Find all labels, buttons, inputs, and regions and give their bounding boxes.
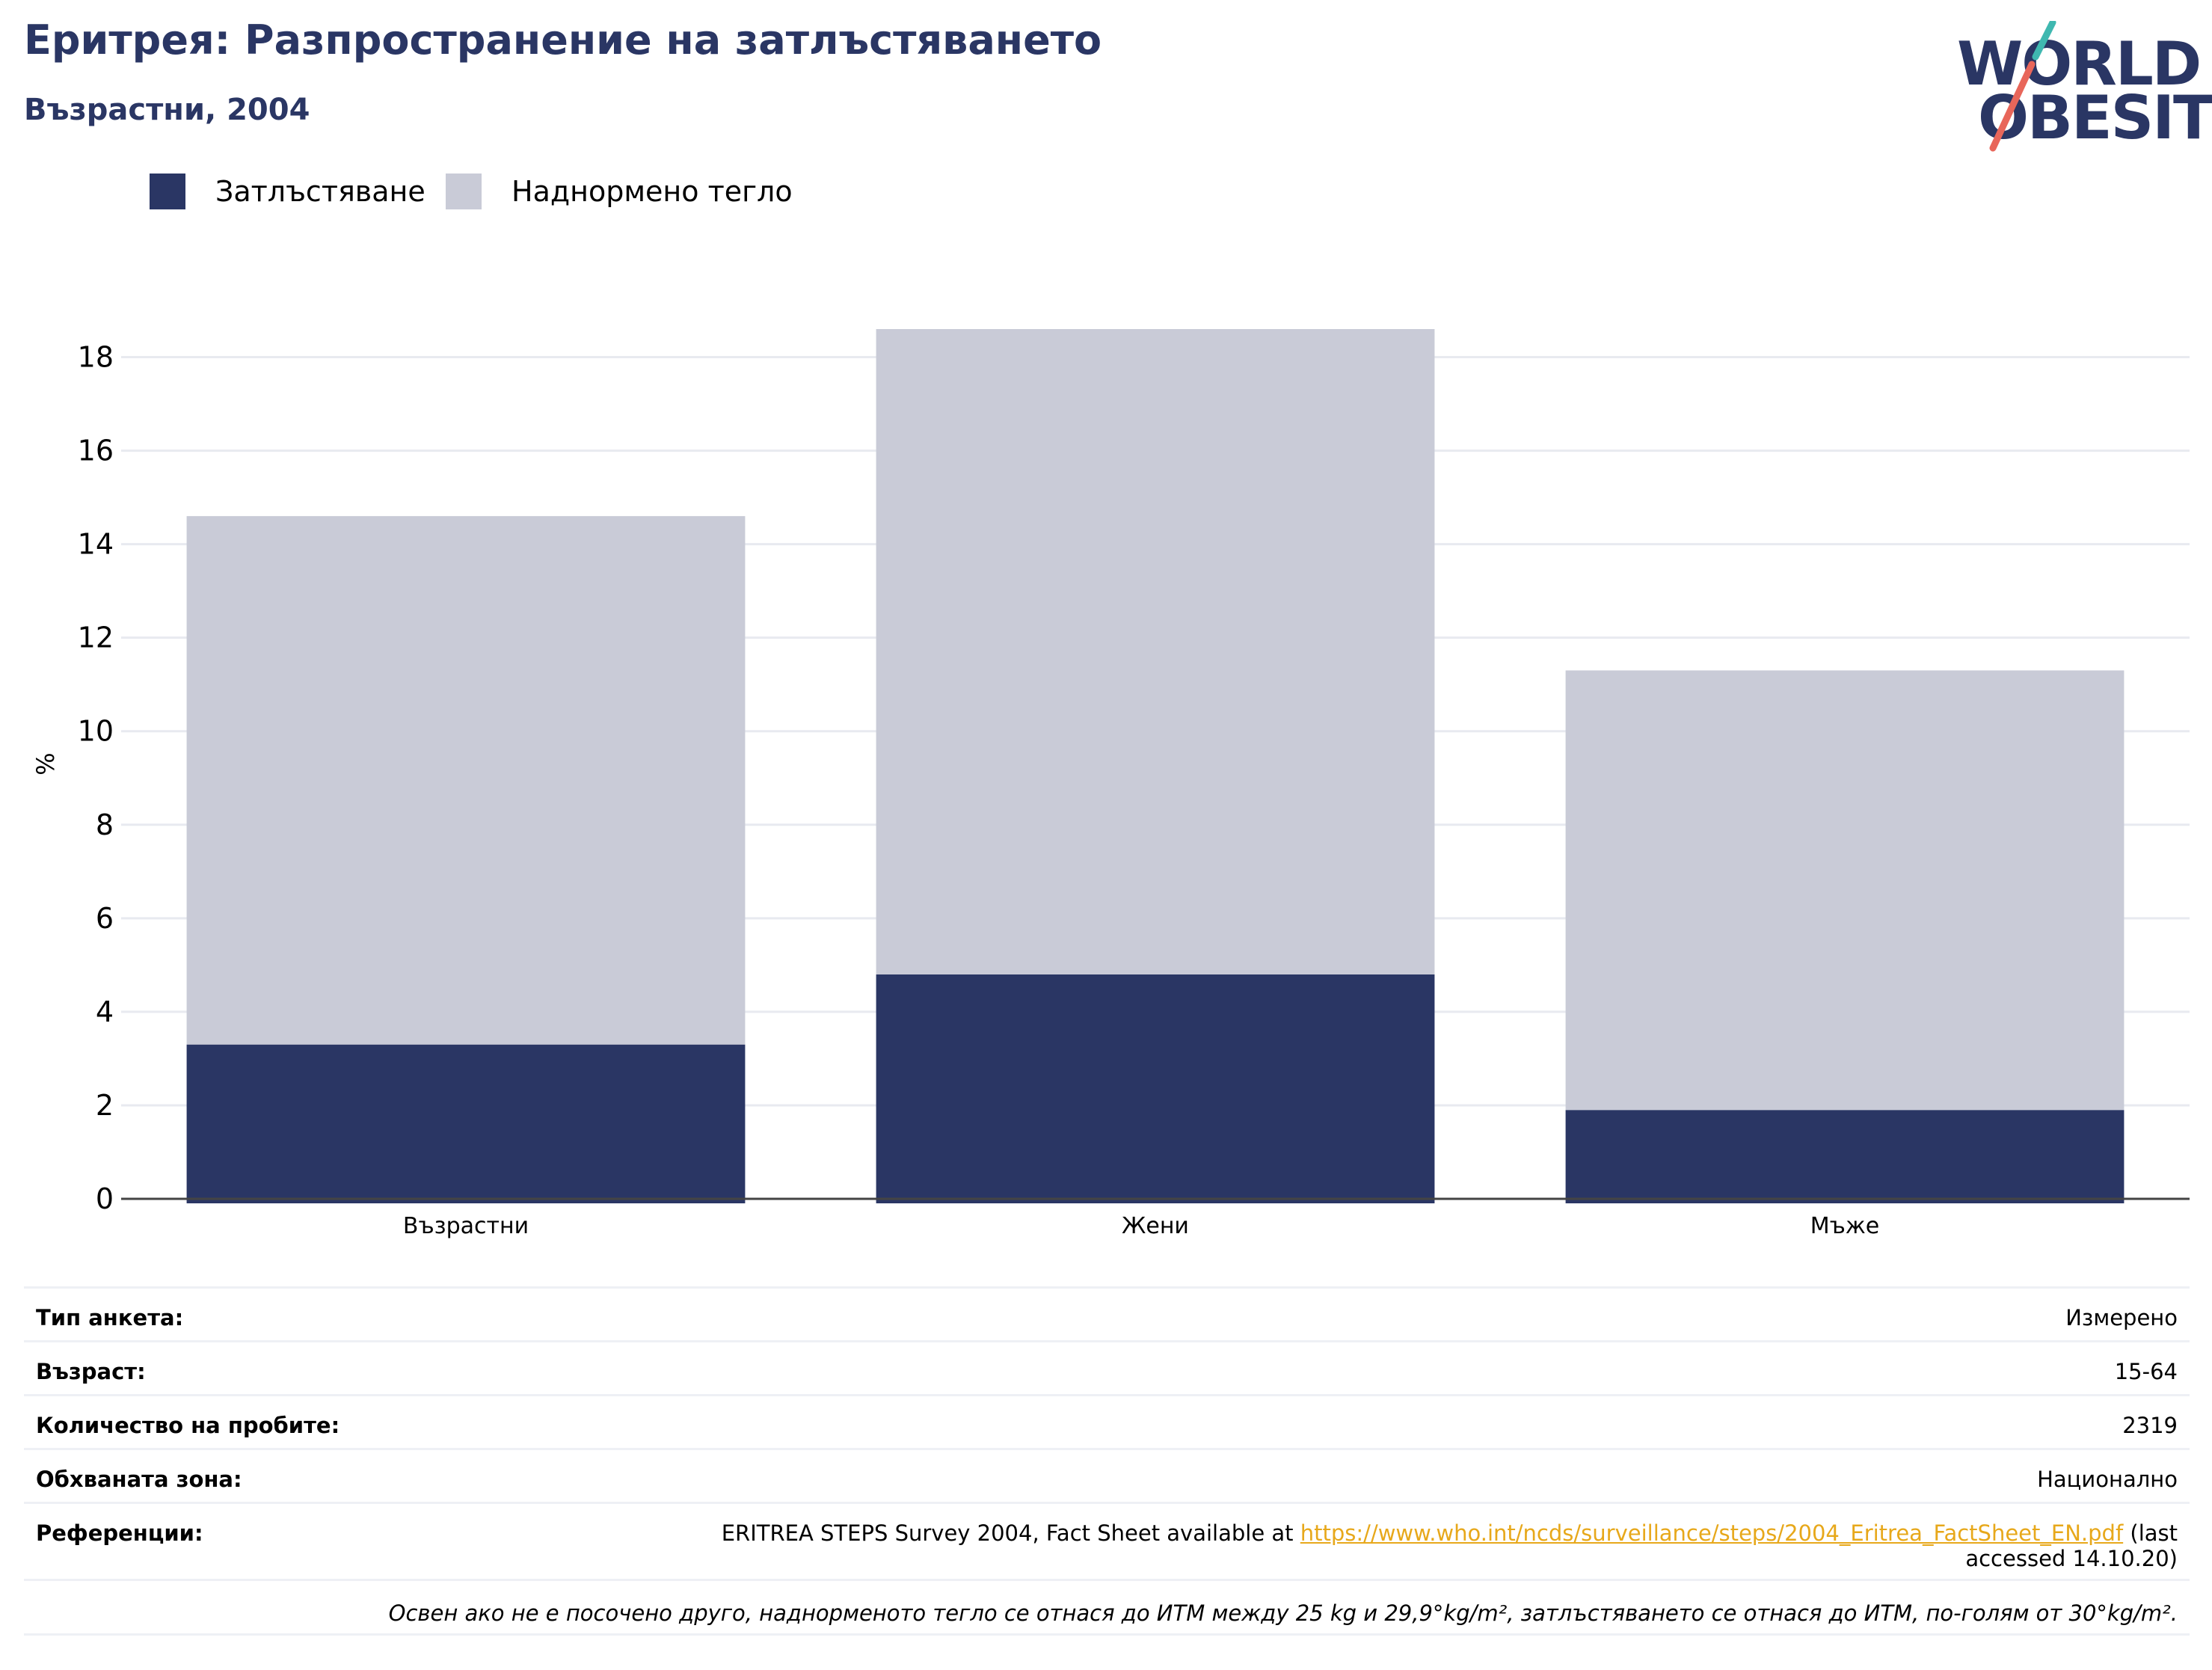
bar-overweight-1	[876, 329, 1435, 974]
bar-overweight-2	[1565, 670, 2125, 1111]
y-tick-label: 2	[96, 1089, 114, 1122]
y-tick-label: 8	[96, 808, 114, 841]
world-obesity-logo: WORLD OBESITY	[1948, 21, 2212, 156]
x-tick-label: Възрастни	[403, 1213, 529, 1239]
info-row-references: Референции: ERITREA STEPS Survey 2004, F…	[24, 1502, 2190, 1579]
info-value: 15-64	[2114, 1359, 2178, 1384]
bar-obesity-0	[186, 1044, 746, 1203]
legend-swatch-overweight	[446, 174, 482, 209]
info-value: Национално	[2037, 1467, 2178, 1492]
reference-prefix: ERITREA STEPS Survey 2004, Fact Sheet av…	[721, 1520, 1300, 1546]
bar-overweight-0	[186, 516, 746, 1045]
info-label: Обхваната зона:	[36, 1467, 242, 1492]
logo-line-1: WORLD	[1957, 29, 2202, 99]
legend-swatch-obesity	[150, 174, 185, 209]
page-subtitle: Възрастни, 2004	[24, 93, 310, 127]
y-tick-label: 16	[78, 435, 114, 467]
stacked-bar-chart: 0 2 4 6 8 10 12 14 16 18 Възрастни Жени Мъже%	[31, 329, 2190, 1239]
y-tick-label: 12	[78, 621, 114, 654]
logo-slash-icon	[1989, 21, 2056, 152]
reference-text: ERITREA STEPS Survey 2004, Fact Sheet av…	[682, 1520, 2178, 1571]
info-label: Възраст:	[36, 1359, 146, 1384]
y-tick-label: 0	[96, 1182, 114, 1215]
legend-label-overweight: Наднормено тегло	[511, 175, 793, 208]
reference-link[interactable]: https://www.who.int/ncds/surveillance/st…	[1300, 1520, 2124, 1546]
x-tick-label: Жени	[1122, 1213, 1189, 1239]
y-tick-label: 10	[78, 715, 114, 748]
definition-note: Освен ако не е посочено друго, наднормен…	[388, 1600, 2178, 1626]
bar-obesity-1	[876, 974, 1435, 1203]
info-value: 2319	[2122, 1413, 2178, 1438]
y-tick-label: 18	[78, 341, 114, 374]
reference-suffix: (last accessed 14.10.20)	[1965, 1520, 2178, 1571]
info-value: Измерено	[2065, 1305, 2178, 1330]
info-row-survey-type: Тип анкета: Измерено	[24, 1286, 2190, 1340]
y-tick-label: 14	[78, 528, 114, 561]
info-row-note: Освен ако не е посочено друго, наднормен…	[24, 1579, 2190, 1636]
y-axis-label: %	[31, 752, 60, 775]
info-label: Тип анкета:	[36, 1305, 184, 1330]
y-tick-label: 6	[96, 902, 114, 935]
info-row-age: Възраст: 15-64	[24, 1340, 2190, 1394]
x-tick-label: Мъже	[1810, 1213, 1880, 1239]
info-label: Референции:	[36, 1520, 203, 1546]
info-label: Количество на пробите:	[36, 1413, 340, 1438]
page-title: Еритрея: Разпространение на затлъстяване…	[24, 16, 1102, 64]
info-row-area: Обхваната зона: Национално	[24, 1448, 2190, 1502]
bar-obesity-2	[1565, 1110, 2125, 1203]
survey-info-table: Тип анкета: Измерено Възраст: 15-64 Коли…	[24, 1286, 2190, 1636]
y-tick-label: 4	[96, 995, 114, 1028]
legend-label-obesity: Затлъстяване	[215, 175, 425, 208]
info-row-sample-size: Количество на пробите: 2319	[24, 1394, 2190, 1448]
